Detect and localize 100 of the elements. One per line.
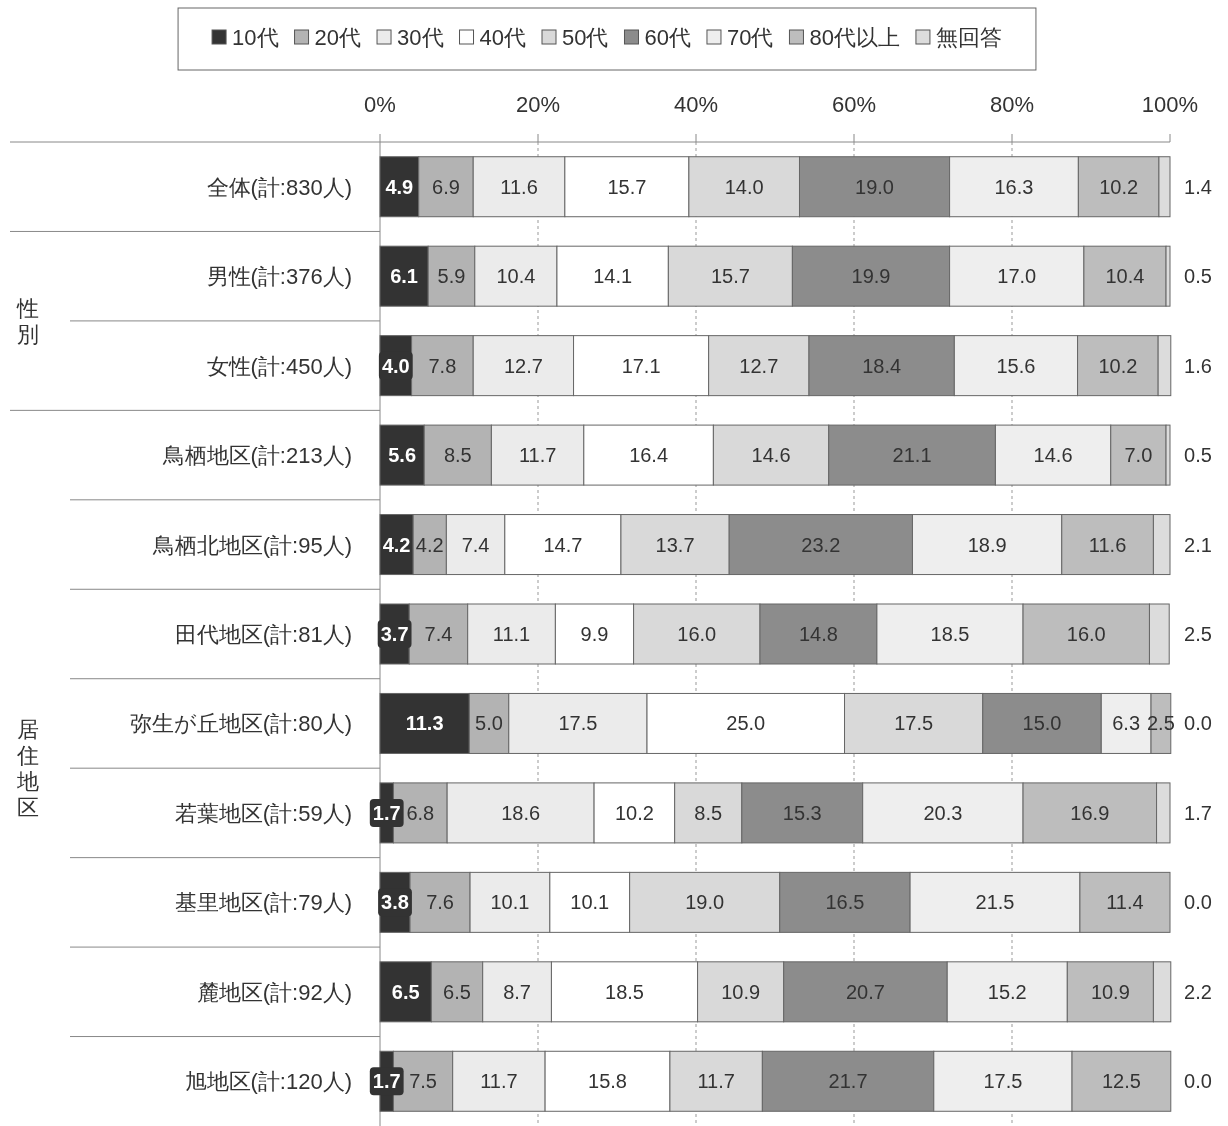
y-tick-label: 鳥栖北地区(計:95人) [151, 532, 352, 558]
data-label: 21.5 [975, 891, 1015, 914]
x-tick-label: 60% [831, 92, 877, 117]
data-label: 17.0 [997, 265, 1037, 288]
data-label: 16.0 [1066, 623, 1106, 645]
data-label: 11.7 [480, 1070, 518, 1093]
legend-label: 80代以上 [809, 25, 900, 50]
data-label: 17.5 [983, 1070, 1023, 1093]
data-label: 25.0 [726, 712, 766, 735]
data-label: 14.6 [1033, 444, 1073, 467]
data-label: 10.4 [1105, 265, 1145, 288]
data-label: 1.4 [1184, 175, 1212, 198]
data-label: 17.5 [894, 712, 934, 735]
data-label: 7.0 [1124, 444, 1153, 467]
data-label: 8.5 [694, 801, 723, 824]
data-label: 17.5 [558, 712, 598, 735]
data-label: 6.8 [406, 801, 435, 824]
legend-label: 30代 [397, 25, 444, 50]
legend-label: 50代 [562, 25, 609, 50]
data-label: 20.7 [845, 980, 885, 1003]
data-label: 0.5 [1184, 265, 1212, 288]
data-label: 5.0 [475, 712, 503, 735]
y-tick-label: 麓地区(計:92人) [196, 979, 352, 1005]
data-label: 15.0 [1022, 712, 1062, 735]
data-label: 4.0 [381, 354, 410, 377]
data-label: 16.0 [677, 623, 717, 645]
data-label: 2.1 [1184, 533, 1212, 556]
data-label: 21.1 [892, 444, 932, 467]
data-label: 18.6 [501, 801, 541, 824]
data-label: 0.0 [1184, 712, 1212, 735]
x-tick-label: 40% [673, 92, 719, 117]
data-label: 14.7 [543, 533, 583, 556]
y-tick-label: 鳥栖地区(計:213人) [161, 443, 352, 469]
legend-label: 60代 [644, 25, 691, 50]
y-tick-label: 基里地区(計:79人) [174, 890, 352, 916]
data-label: 2.5 [1147, 712, 1175, 735]
legend-label: 70代 [726, 25, 774, 50]
data-label: 18.5 [930, 623, 970, 645]
legend-label: 無回答 [935, 25, 1002, 50]
data-label: 10.1 [570, 891, 610, 914]
data-label: 10.2 [1098, 354, 1138, 377]
data-label: 18.5 [605, 980, 644, 1003]
data-label: 12.5 [1101, 1070, 1141, 1093]
data-label: 16.3 [994, 175, 1034, 198]
data-label: 1.6 [1184, 354, 1212, 377]
text: 40代 [479, 25, 526, 50]
data-label: 6.3 [1112, 712, 1141, 735]
data-label: 6.1 [390, 265, 418, 288]
data-label: 7.8 [428, 354, 457, 377]
data-label: 12.7 [739, 354, 779, 377]
data-label: 23.2 [801, 533, 841, 556]
data-label: 2.2 [1184, 980, 1212, 1003]
data-label: 19.0 [685, 891, 725, 914]
data-label: 5.9 [437, 265, 466, 288]
data-label: 6.5 [391, 980, 420, 1003]
legend-label: 20代 [314, 25, 362, 50]
data-label: 0.0 [1184, 1070, 1212, 1093]
x-tick-label: 80% [989, 92, 1035, 117]
data-label: 2.5 [1184, 623, 1212, 645]
data-label: 3.8 [381, 891, 409, 914]
data-label: 1.7 [1184, 801, 1212, 824]
data-label: 7.6 [426, 891, 454, 914]
data-label: 19.0 [855, 175, 895, 198]
x-tick-label: 0% [364, 92, 396, 117]
data-label: 16.9 [1070, 801, 1110, 824]
data-label: 12.7 [503, 354, 543, 377]
data-label: 5.6 [388, 444, 417, 467]
data-label: 10.9 [1090, 980, 1130, 1003]
data-label: 11.4 [1106, 891, 1144, 914]
data-label: 10.2 [614, 801, 654, 824]
data-label: 3.7 [380, 623, 409, 645]
data-label: 11.6 [1088, 533, 1127, 556]
data-label: 15.7 [607, 175, 647, 198]
y-tick-label: 若葉地区(計:59人) [174, 800, 352, 826]
data-label: 6.5 [443, 980, 471, 1003]
data-label: 18.4 [862, 354, 902, 377]
text: 性別 [16, 295, 39, 347]
data-label: 14.8 [798, 623, 838, 645]
data-label: 11.7 [697, 1070, 735, 1093]
data-label: 10.1 [490, 891, 530, 914]
data-label: 15.2 [987, 980, 1027, 1003]
x-tick-label: 100% [1141, 92, 1199, 117]
data-label: 6.9 [432, 175, 460, 198]
data-label: 15.3 [782, 801, 822, 824]
legend-label: 10代 [232, 25, 279, 50]
data-label: 4.9 [385, 175, 414, 198]
data-label: 21.7 [828, 1070, 868, 1093]
data-label: 18.9 [967, 533, 1007, 556]
y-tick-label: 女性(計:450人) [206, 353, 352, 379]
data-label: 11.6 [500, 175, 538, 198]
data-label: 10.9 [721, 980, 761, 1003]
y-tick-label: 旭地区(計:120人) [184, 1069, 352, 1095]
y-tick-label: 全体(計:830人) [206, 174, 352, 200]
data-label: 7.5 [409, 1070, 437, 1093]
data-label: 10.2 [1099, 175, 1139, 198]
data-label: 7.4 [461, 533, 490, 556]
data-label: 19.9 [851, 265, 891, 288]
data-label: 15.7 [710, 265, 750, 288]
data-label: 4.2 [415, 533, 444, 556]
data-label: 16.4 [629, 444, 669, 467]
